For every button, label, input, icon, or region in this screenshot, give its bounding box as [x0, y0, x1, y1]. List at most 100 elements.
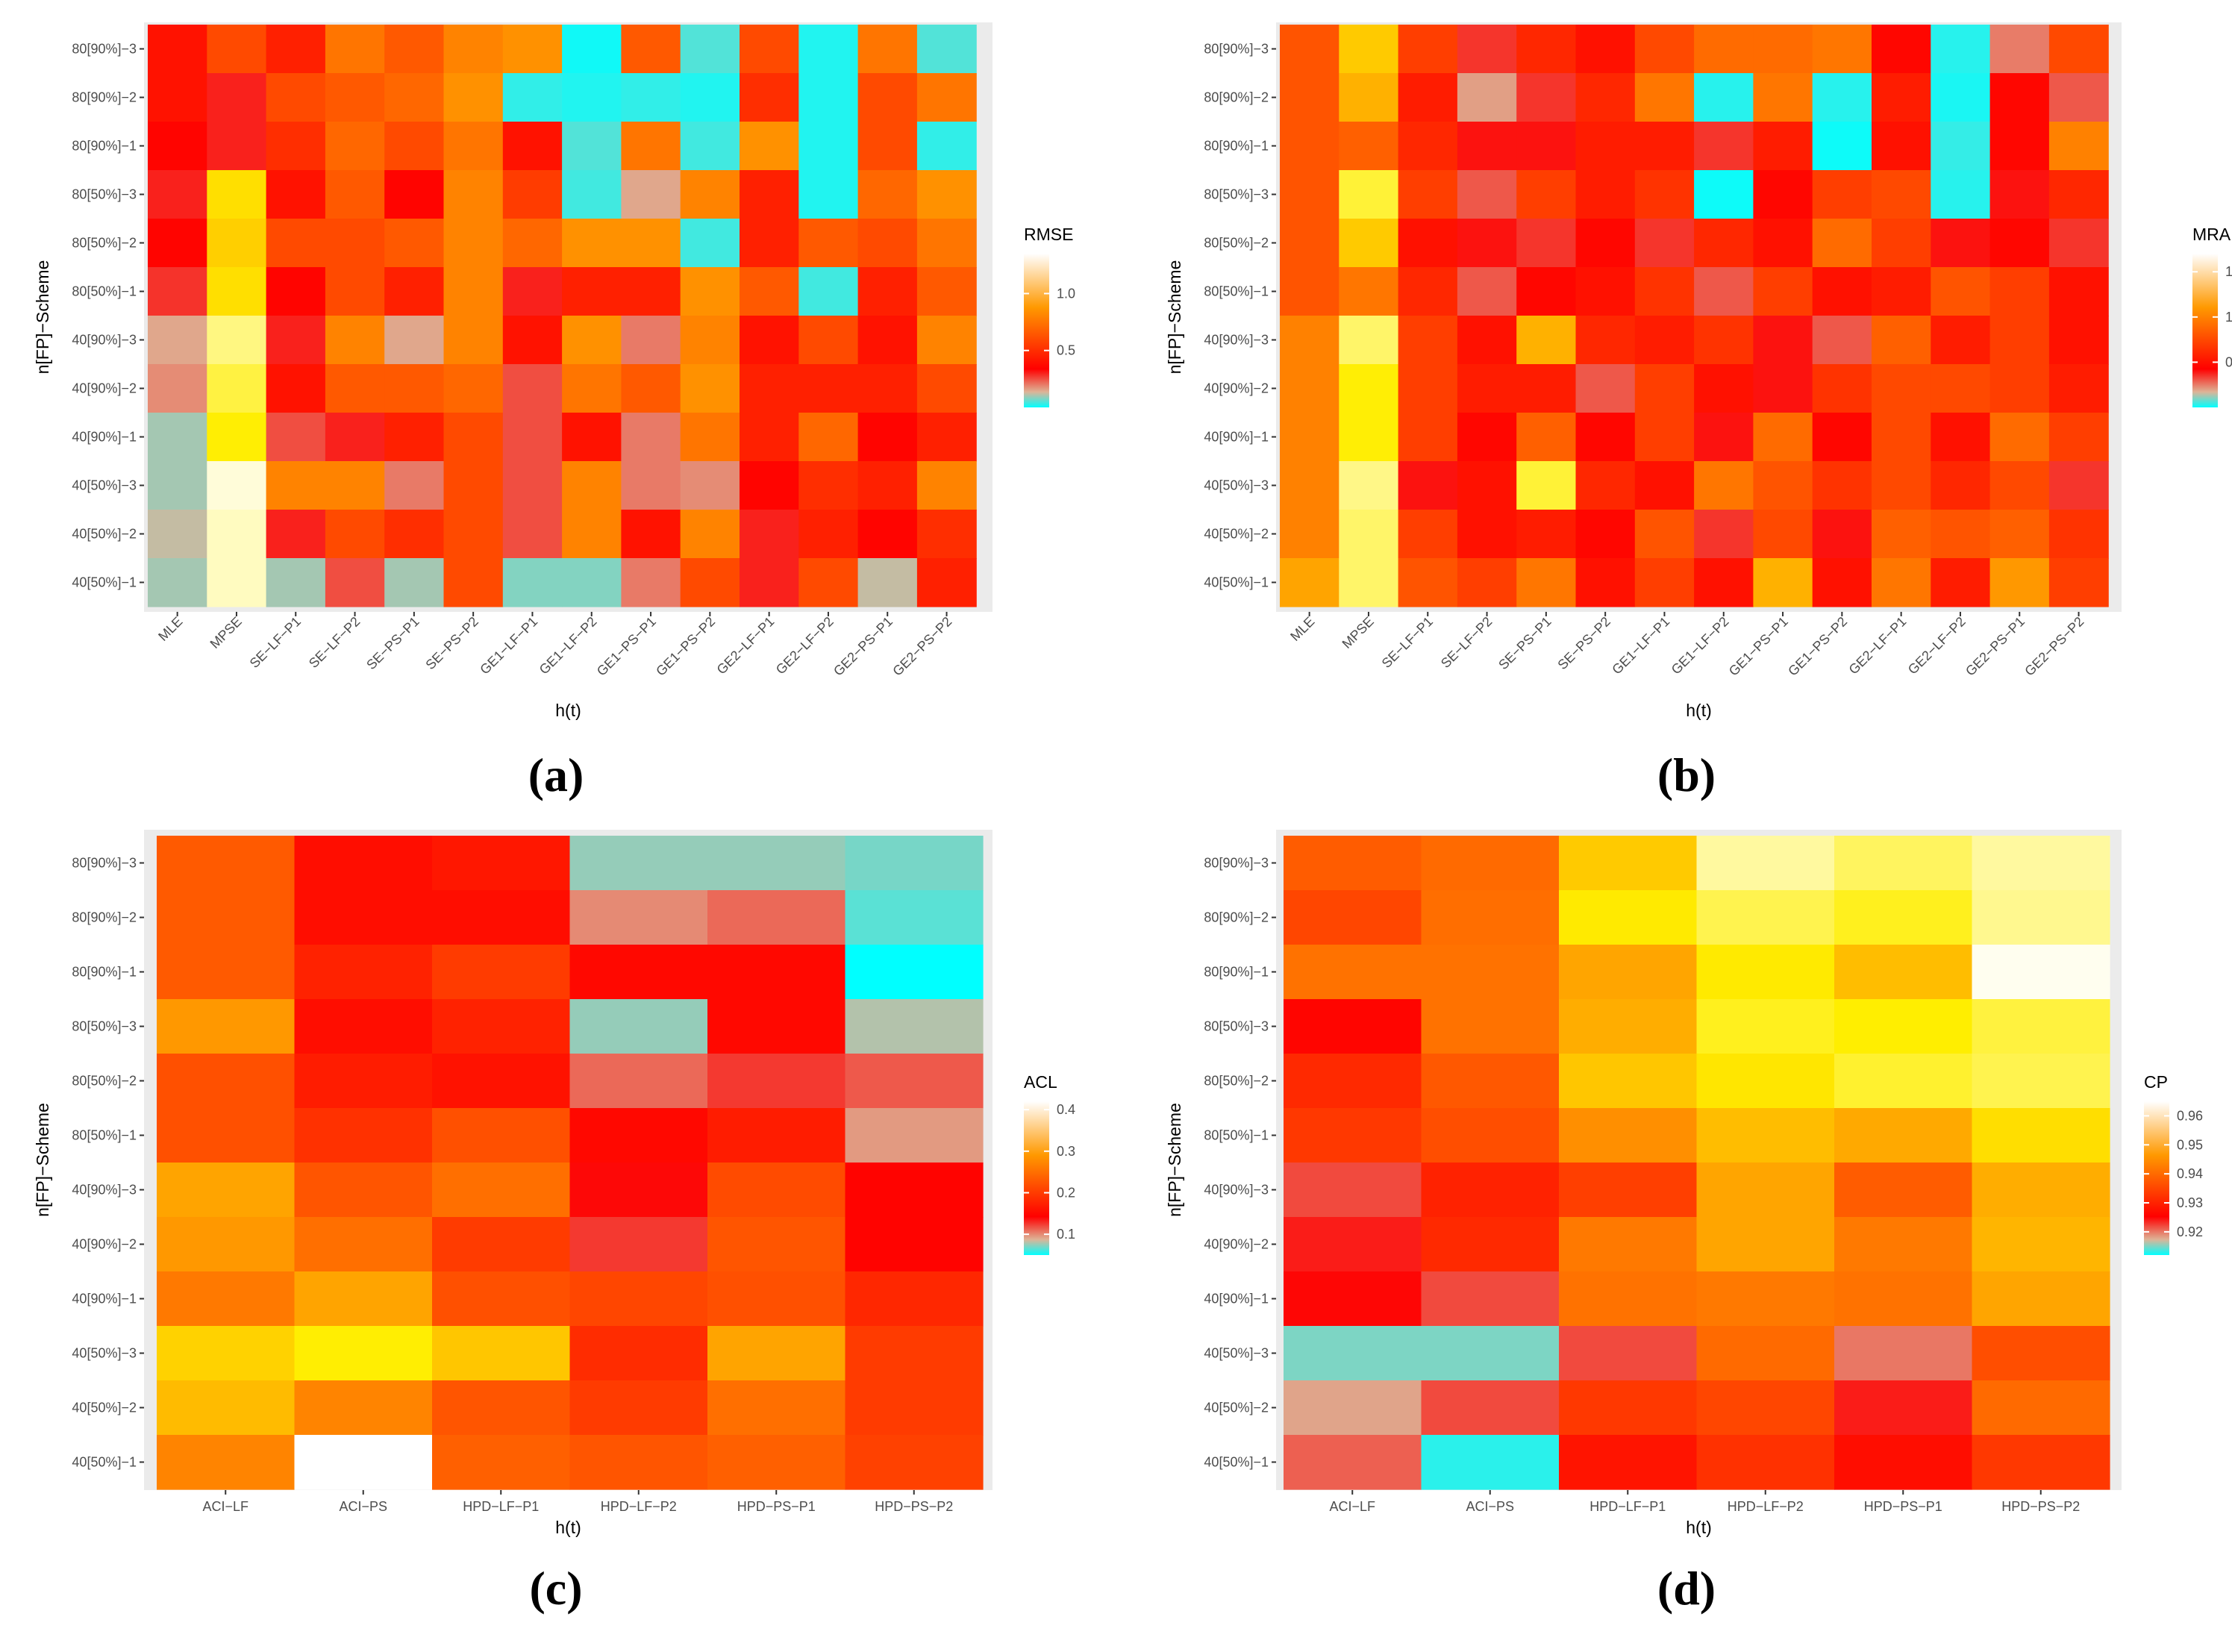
x-tick-label: MPSE — [1339, 614, 1377, 651]
heatmap-cell — [1634, 25, 1695, 74]
heatmap-cell — [1421, 836, 1560, 891]
heatmap-cell — [857, 267, 918, 316]
legend-ticks-mrab: 0.5 1.0 1.5 — [2192, 264, 2232, 369]
heatmap-cell — [1812, 122, 1872, 171]
heatmap-cell — [1284, 1271, 1422, 1327]
heatmap-cell — [1696, 1271, 1835, 1327]
heatmap-cell — [845, 1108, 984, 1163]
heatmap-cell — [1575, 413, 1636, 462]
heatmap-cell — [562, 558, 622, 607]
heatmap-cell — [740, 413, 799, 462]
heatmap-cell — [707, 945, 846, 1000]
heatmap-cell — [621, 73, 681, 122]
heatmap-cell — [680, 219, 740, 268]
legend-tick-label: 0.94 — [2177, 1166, 2203, 1181]
heatmap-cell — [1812, 267, 1872, 316]
heatmap-cell — [384, 267, 445, 316]
heatmap-cell — [148, 122, 207, 171]
heatmap-cell — [680, 364, 740, 413]
heatmap-cell — [1284, 890, 1422, 945]
heatmap-cell — [443, 316, 504, 365]
heatmap-cell — [845, 1054, 984, 1109]
y-tick-label: 40[50%]−1 — [1204, 575, 1269, 590]
heatmap-cell — [562, 122, 622, 171]
heatmap-cell — [1339, 364, 1399, 413]
heatmap-cell — [1575, 170, 1636, 219]
heatmap-cell — [157, 1326, 296, 1381]
heatmap-cell — [1834, 1326, 1973, 1381]
heatmap-cell — [1696, 999, 1835, 1054]
heatmap-cell — [1457, 219, 1517, 268]
heatmap-cell — [1989, 316, 2050, 365]
x-axis-label-rmse: h(t) — [555, 701, 581, 720]
heatmap-cell — [798, 558, 859, 607]
heatmap-cell — [266, 316, 326, 365]
y-tick-label: 80[90%]−2 — [72, 910, 137, 925]
heatmap-cell — [384, 219, 445, 268]
x-tick-label: SE−PS−P1 — [363, 614, 422, 673]
heatmap-cell — [2048, 267, 2109, 316]
heatmap-cell — [916, 413, 977, 462]
y-tick-label: 40[90%]−1 — [1204, 1292, 1269, 1307]
heatmap-cell — [1280, 170, 1339, 219]
heatmap-cell — [621, 316, 681, 365]
heatmap-cell — [443, 510, 504, 559]
heatmap-cell — [325, 267, 385, 316]
heatmap-cell — [325, 413, 385, 462]
heatmap-cell — [1989, 558, 2050, 607]
heatmap-cell — [1280, 461, 1339, 510]
heatmap-cell — [384, 558, 445, 607]
heatmap-cell — [384, 413, 445, 462]
y-tick-label: 40[90%]−1 — [72, 430, 137, 445]
y-tick-label: 80[50%]−2 — [1204, 1074, 1269, 1089]
heatmap-cell — [443, 413, 504, 462]
y-tick-label: 40[50%]−3 — [72, 1346, 137, 1361]
heatmap-panel-rmse: 80[90%]−3 80[90%]−2 80[90%]−1 80[50%]−3 80[5… — [33, 22, 1075, 801]
heatmap-cell — [1972, 1054, 2110, 1109]
heatmap-cell — [845, 1163, 984, 1218]
heatmap-cell — [266, 510, 326, 559]
heatmap-cell — [857, 219, 918, 268]
x-tick-label: GE2−PS−P2 — [2022, 614, 2086, 679]
heatmap-cell — [621, 267, 681, 316]
heatmap-cell — [1872, 413, 1931, 462]
heatmap-cell — [740, 267, 799, 316]
heatmap-cell — [798, 413, 859, 462]
heatmap-cell — [707, 836, 846, 891]
heatmap-cell — [707, 1271, 846, 1327]
heatmap-cell — [1516, 122, 1577, 171]
heatmap-cell — [1634, 364, 1695, 413]
heatmap-cell — [1559, 836, 1698, 891]
heatmap-cell — [740, 170, 799, 219]
heatmap-cell — [1812, 558, 1872, 607]
y-tick-label: 80[90%]−3 — [72, 42, 137, 57]
heatmap-cell — [1989, 364, 2050, 413]
heatmap-cell — [1753, 219, 1813, 268]
heatmap-cell — [1398, 267, 1458, 316]
heatmap-cell — [1694, 510, 1754, 559]
x-tick-label: HPD−LF−P1 — [463, 1499, 539, 1514]
heatmap-cell — [1696, 1054, 1835, 1109]
heatmap-cell — [443, 73, 504, 122]
heatmap-cell — [325, 219, 385, 268]
x-tick-label: HPD−LF−P1 — [1589, 1499, 1666, 1514]
heatmap-cell — [1575, 461, 1636, 510]
heatmap-cell — [1559, 890, 1698, 945]
heatmap-cell — [207, 170, 267, 219]
y-tick-label: 80[90%]−3 — [1204, 42, 1269, 57]
heatmap-cell — [707, 1380, 846, 1436]
heatmap-cell — [916, 267, 977, 316]
heatmap-cell — [502, 316, 563, 365]
heatmap-cell — [798, 364, 859, 413]
heatmap-cell — [1696, 1217, 1835, 1272]
heatmap-cell — [562, 510, 622, 559]
heatmap-cell — [707, 1054, 846, 1109]
heatmap-cell — [157, 1380, 296, 1436]
heatmap-cell — [1834, 1271, 1973, 1327]
heatmap-cell — [1931, 267, 1991, 316]
heatmap-cell — [1694, 170, 1754, 219]
heatmap-cell — [1421, 1435, 1560, 1490]
heatmap-cell — [1931, 510, 1991, 559]
heatmap-cell — [680, 170, 740, 219]
heatmap-cell — [325, 558, 385, 607]
